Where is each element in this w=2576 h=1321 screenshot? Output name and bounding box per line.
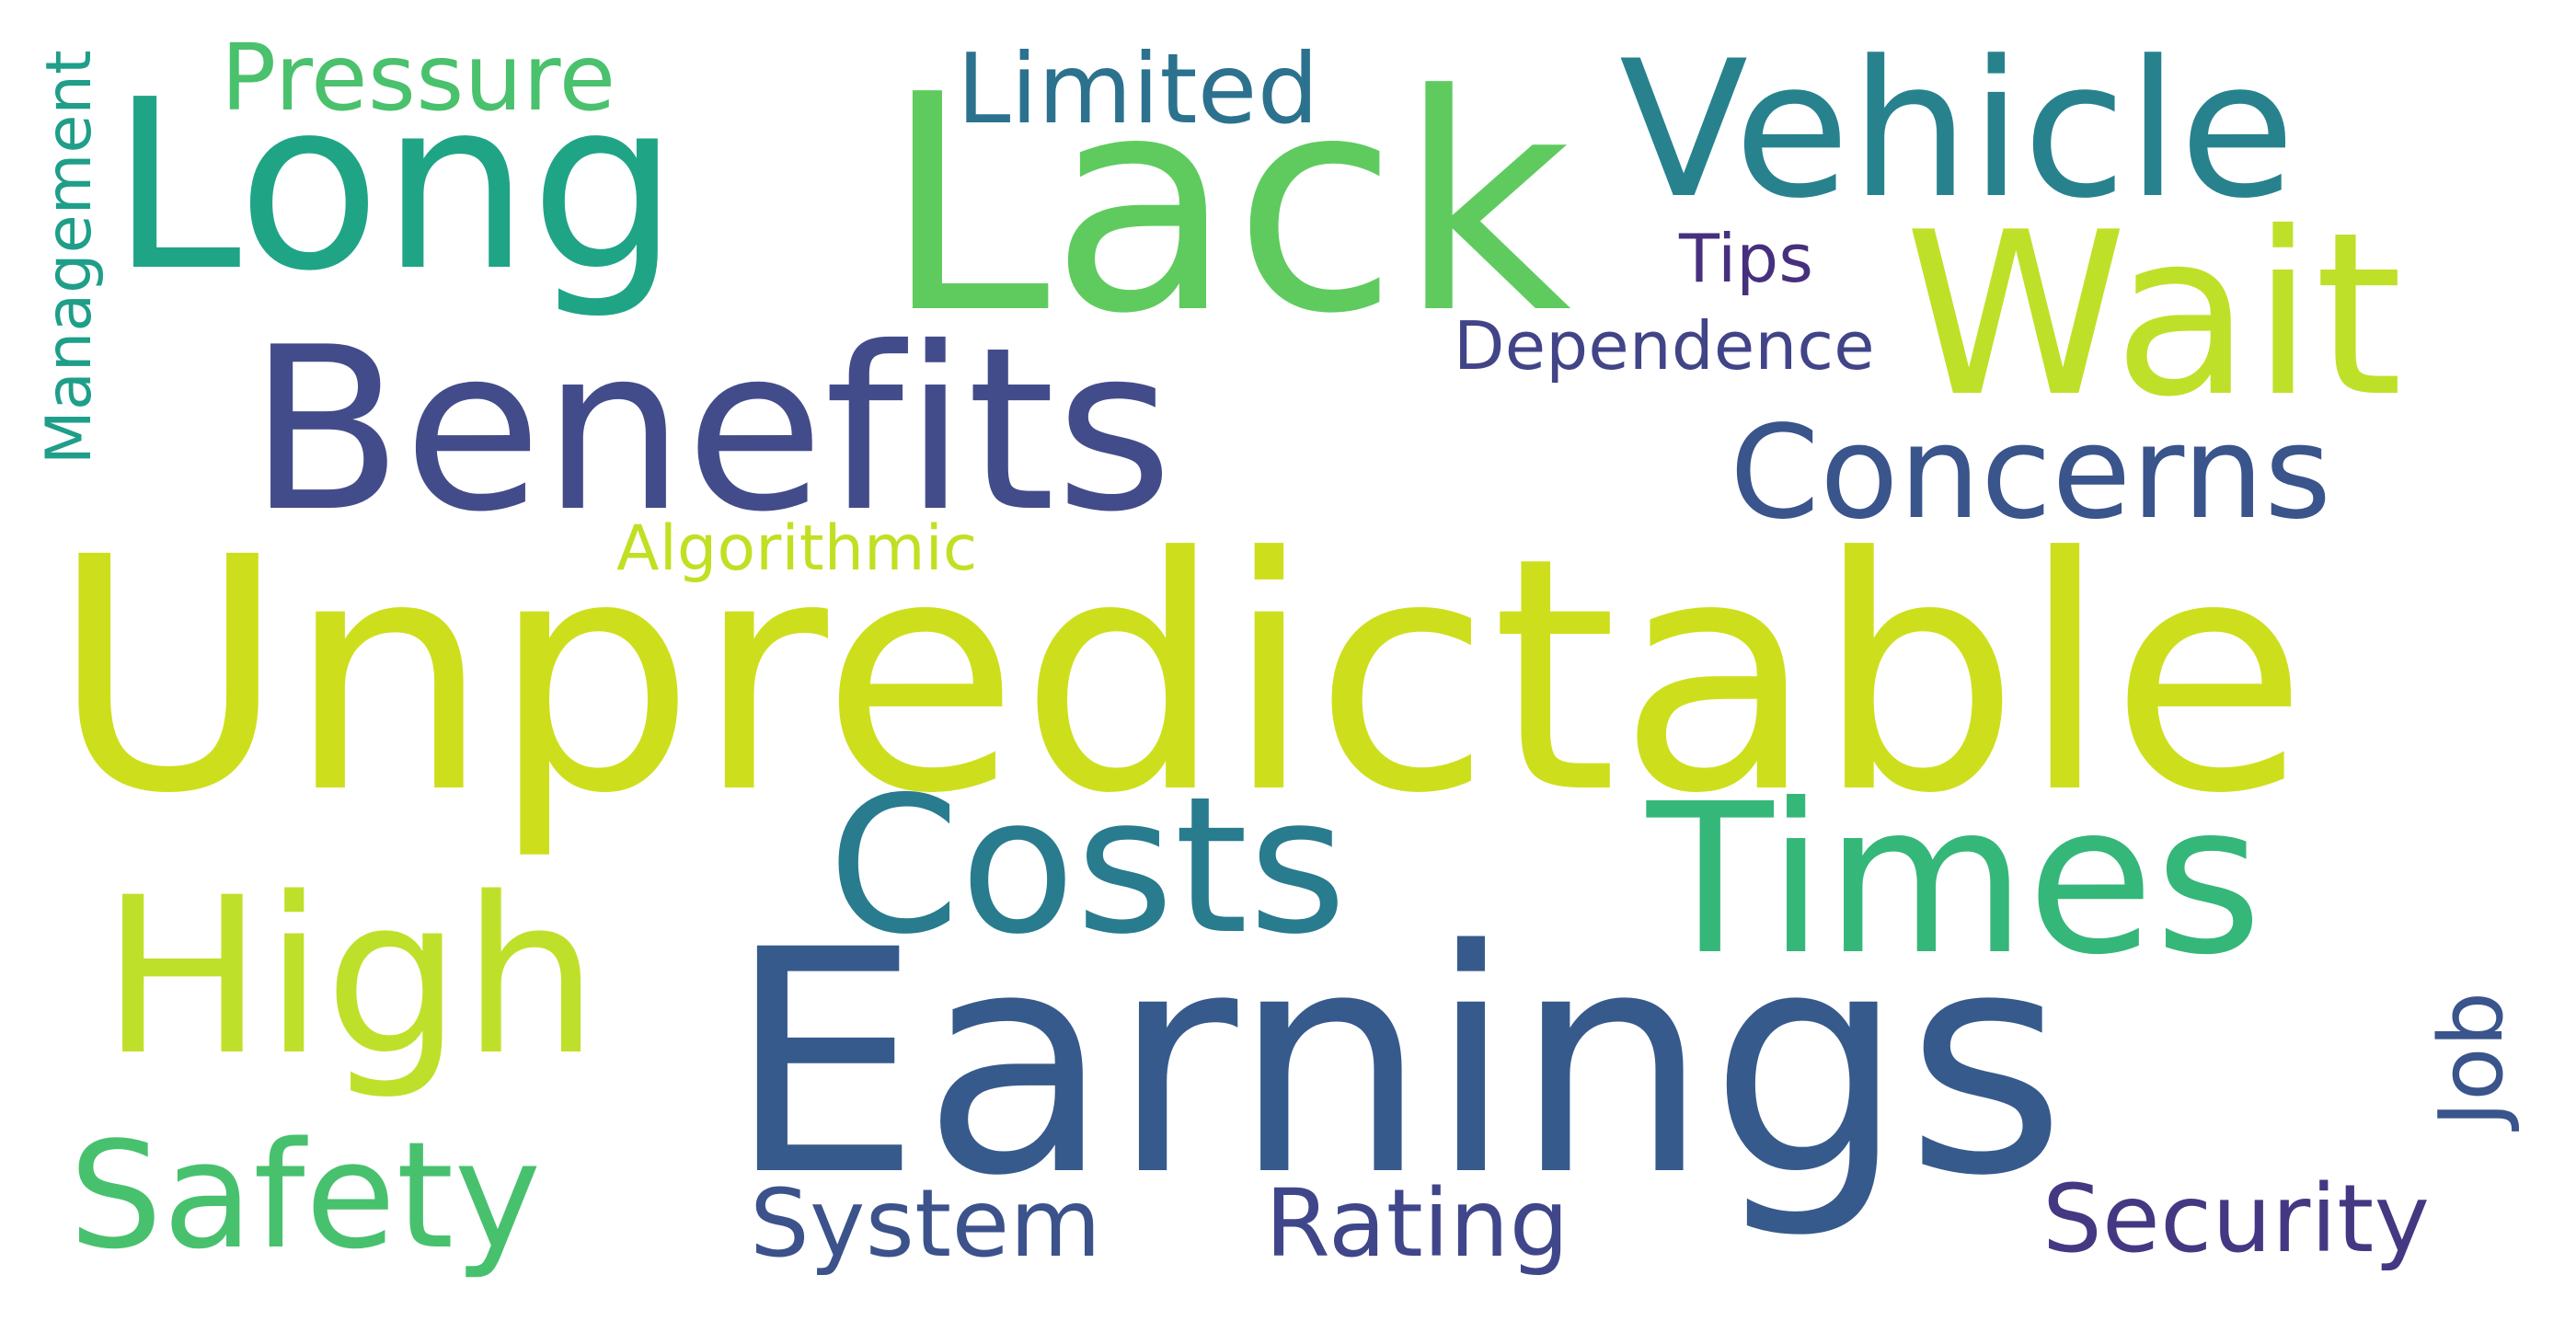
word-security: Security (2042, 1165, 2431, 1274)
word-wait: Wait (1904, 184, 2404, 446)
word-limited: Limited (957, 33, 1319, 145)
word-algorithmic: Algorithmic (616, 512, 978, 585)
word-high: High (101, 852, 600, 1103)
word-rating: Rating (1265, 1169, 1570, 1279)
word-long: Long (110, 50, 680, 323)
word-unpredictable: Unpredictable (51, 488, 2308, 864)
word-job: Job (2421, 991, 2523, 1127)
word-system: System (750, 1169, 1102, 1279)
word-safety: Safety (69, 1109, 542, 1281)
word-tips: Tips (1679, 220, 1814, 297)
word-management: Management (33, 50, 106, 465)
word-vehicle: Vehicle (1619, 21, 2296, 240)
word-lack: Lack (883, 30, 1572, 379)
word-pressure: Pressure (221, 24, 616, 132)
word-benefits: Benefits (248, 299, 1174, 561)
word-costs: Costs (828, 757, 1348, 976)
word-dependence: Dependence (1454, 307, 1875, 385)
word-concerns: Concerns (1730, 398, 2332, 548)
word-earnings: Earnings (727, 885, 2067, 1244)
word-times: Times (1647, 760, 2263, 1001)
